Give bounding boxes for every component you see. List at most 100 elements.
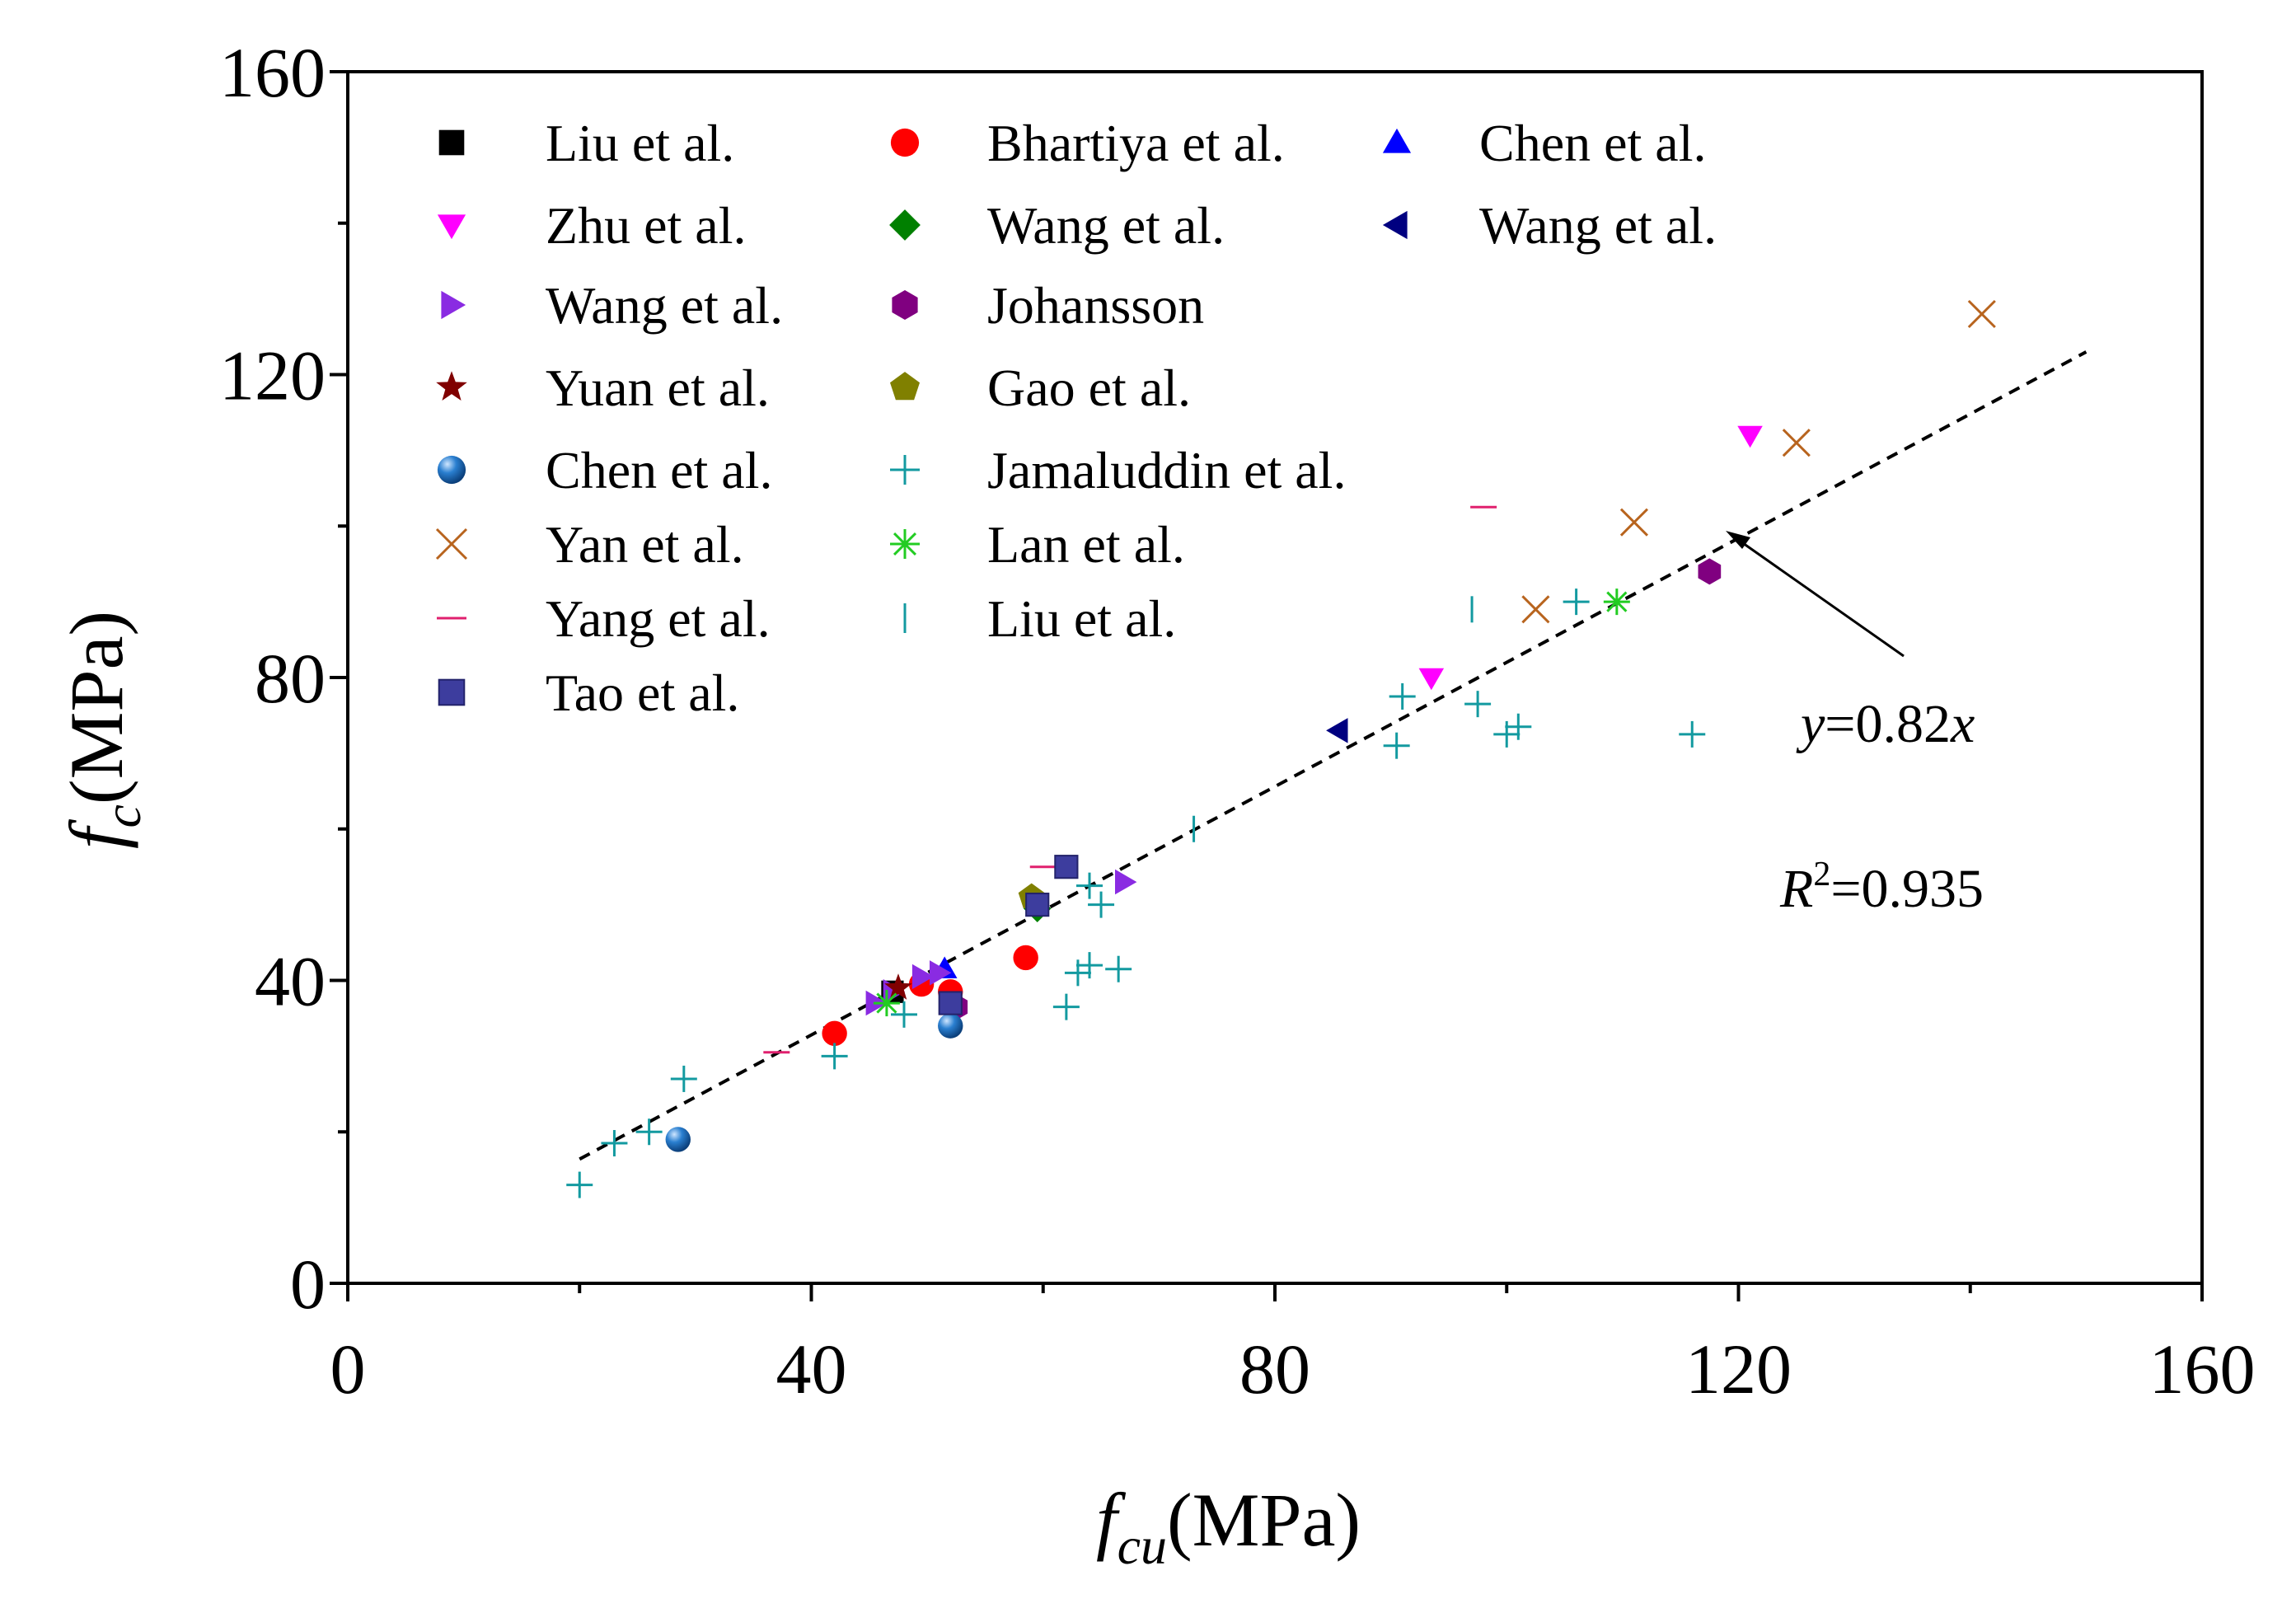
legend: Liu et al. Bhartiya et al. Chen et al. Zhu … <box>435 114 1717 722</box>
legend-marker <box>438 129 465 156</box>
data-point <box>1013 945 1038 971</box>
series-15 <box>1193 596 1474 842</box>
legend-label: Liu et al. <box>546 114 734 172</box>
fit-equation: y=0.82x <box>1796 694 1975 754</box>
data-point <box>1389 682 1416 710</box>
series-13 <box>873 588 1630 1017</box>
legend-item: Yan et al. <box>435 515 744 574</box>
legend-item: Lan et al. <box>890 515 1185 574</box>
y-tick-label: 40 <box>255 942 326 1021</box>
data-point <box>1505 713 1532 740</box>
legend-label: Jamaluddin et al. <box>987 441 1346 499</box>
legend-marker <box>437 455 466 485</box>
x-tick-label: 120 <box>1685 1329 1792 1409</box>
data-point <box>635 1118 663 1146</box>
axis-ticks <box>330 70 2204 1301</box>
data-point <box>1493 720 1521 748</box>
legend-marker <box>438 678 466 706</box>
data-point <box>1025 893 1050 917</box>
data-point <box>1679 720 1706 748</box>
legend-marker <box>1382 210 1408 240</box>
legend-label: Wang et al. <box>1479 196 1717 255</box>
data-point <box>1076 872 1103 899</box>
legend-label: Lan et al. <box>987 515 1185 574</box>
annotation-arrow-head <box>1726 531 1750 549</box>
series-6 <box>865 869 1137 1016</box>
y-tick-label: 160 <box>219 33 326 112</box>
legend-marker <box>435 528 468 560</box>
series-8 <box>884 973 912 1000</box>
series-1 <box>822 945 1038 1047</box>
legend-item: Chen et al. <box>1382 114 1706 172</box>
data-point <box>1737 425 1763 448</box>
legend-item: Yuan et al. <box>436 359 770 417</box>
legend-item: Yang et al. <box>437 589 771 648</box>
y-label-unit: (MPa) <box>54 611 138 804</box>
legend-marker <box>889 209 921 241</box>
legend-label: Wang et al. <box>987 196 1225 255</box>
series-12 <box>1521 299 1996 624</box>
data-points <box>566 299 1996 1198</box>
legend-item: Jamaluddin et al. <box>890 441 1346 499</box>
legend-item: Gao et al. <box>890 359 1191 417</box>
data-point <box>1326 718 1348 743</box>
legend-marker <box>890 128 920 157</box>
legend-marker <box>441 290 466 320</box>
x-tick-label: 160 <box>2149 1329 2256 1409</box>
legend-label: Gao et al. <box>987 359 1191 417</box>
legend-item: Tao et al. <box>438 663 739 722</box>
legend-item: Wang et al. <box>441 276 783 335</box>
series-3 <box>1418 425 1763 691</box>
data-point <box>891 1001 917 1028</box>
data-point <box>938 1013 963 1039</box>
data-point <box>566 1171 593 1198</box>
legend-label: Liu et al. <box>987 589 1176 648</box>
legend-marker <box>437 214 466 240</box>
data-point <box>1054 855 1079 879</box>
x-tick-label: 40 <box>776 1329 847 1409</box>
legend-label: Yang et al. <box>546 589 771 648</box>
data-point <box>930 960 952 986</box>
r2-symbol: R <box>1779 859 1813 919</box>
legend-label: Wang et al. <box>546 276 783 335</box>
fit-annotation-arrow <box>1726 531 1905 658</box>
data-point <box>821 1043 848 1070</box>
data-point <box>670 1065 697 1092</box>
legend-label: Yan et al. <box>546 515 744 574</box>
r2-value: =0.935 <box>1830 859 1984 919</box>
data-point <box>1076 952 1103 979</box>
legend-item: Liu et al. <box>438 114 734 172</box>
legend-label: Bhartiya et al. <box>987 114 1285 172</box>
legend-item: Wang et al. <box>1382 196 1717 255</box>
data-point <box>1782 429 1811 457</box>
legend-marker <box>890 529 920 559</box>
data-point <box>1052 993 1080 1020</box>
legend-item: Chen et al. <box>437 441 772 499</box>
legend-label: Yuan et al. <box>546 359 770 417</box>
legend-label: Chen et al. <box>1479 114 1706 172</box>
data-point <box>665 1127 691 1152</box>
legend-label: Johansson <box>987 276 1204 335</box>
legend-marker <box>890 372 920 401</box>
data-point <box>884 973 912 1000</box>
series-11 <box>566 588 1706 1198</box>
data-point <box>1088 891 1115 918</box>
axis-tick-labels: 0 40 80 120 160 0 40 80 120 160 <box>219 33 2256 1409</box>
legend-label: Tao et al. <box>546 663 739 722</box>
data-point <box>822 1020 847 1047</box>
data-point <box>1464 691 1492 718</box>
y-label-sub: c <box>93 804 152 828</box>
data-point <box>1603 588 1630 616</box>
y-tick-label: 80 <box>255 639 326 718</box>
y-tick-label: 0 <box>290 1245 326 1324</box>
equation-y: y <box>1796 694 1825 754</box>
x-label-sub: cu <box>1118 1517 1167 1575</box>
data-point <box>1967 299 1996 329</box>
data-point <box>1383 732 1410 759</box>
y-tick-label: 120 <box>219 336 326 415</box>
legend-marker <box>890 455 920 485</box>
data-point <box>1563 588 1590 616</box>
equation-slope: =0.82 <box>1825 694 1951 754</box>
data-point <box>938 991 963 1015</box>
annotation-arrow-line <box>1734 536 1905 658</box>
